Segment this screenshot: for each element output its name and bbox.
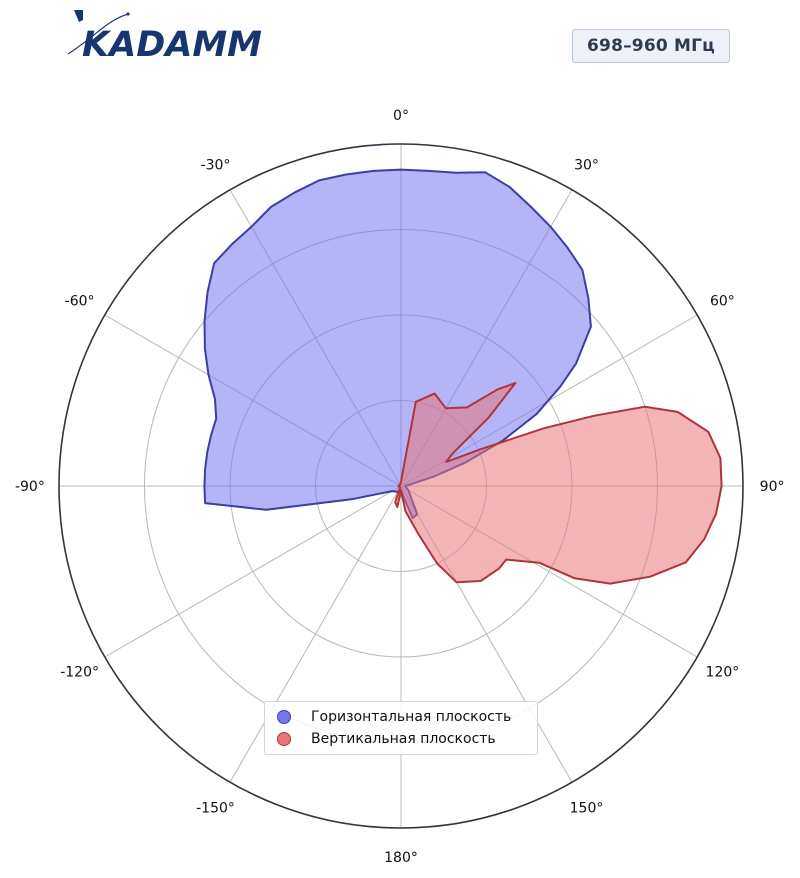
legend-marker-vertical xyxy=(277,732,291,746)
angle-tick-label: -150° xyxy=(196,800,235,816)
series-area-1 xyxy=(394,382,723,585)
legend-label-vertical: Вертикальная плоскость xyxy=(311,731,496,747)
angle-tick-label: 180° xyxy=(384,850,418,866)
logo-text: KADAMM xyxy=(82,25,262,60)
polar-frame xyxy=(58,143,744,829)
angle-tick-label: 120° xyxy=(706,665,740,681)
polar-series xyxy=(203,168,723,585)
angle-tick-label: -60° xyxy=(65,294,95,310)
legend-item-horizontal: Горизонтальная плоскость xyxy=(277,706,537,728)
legend-item-vertical: Вертикальная плоскость xyxy=(277,728,537,750)
angle-tick-label: -90° xyxy=(15,479,45,495)
legend-label-horizontal: Горизонтальная плоскость xyxy=(311,709,512,725)
legend-marker-horizontal xyxy=(277,710,291,724)
angle-tick-label: 60° xyxy=(710,294,735,310)
frequency-badge: 698–960 МГц xyxy=(572,29,730,63)
logo-graphic: KADAMM xyxy=(67,10,262,65)
angle-ticks: 0° 30° 60° 90° 120° 150° 180° -150° -120° -90° -60… xyxy=(15,108,785,866)
angle-tick-label: 30° xyxy=(574,158,599,174)
legend: Горизонтальная плоскость Вертикальная пл… xyxy=(264,701,538,755)
angle-tick-label: 150° xyxy=(570,800,604,816)
angle-tick-label: -120° xyxy=(60,665,99,681)
outer-frame xyxy=(58,143,744,829)
angle-tick-label: 0° xyxy=(393,108,409,124)
kadamm-logo: KADAMM xyxy=(66,6,266,65)
angle-tick-label: -30° xyxy=(201,158,231,174)
angle-tick-label: 90° xyxy=(760,479,785,495)
